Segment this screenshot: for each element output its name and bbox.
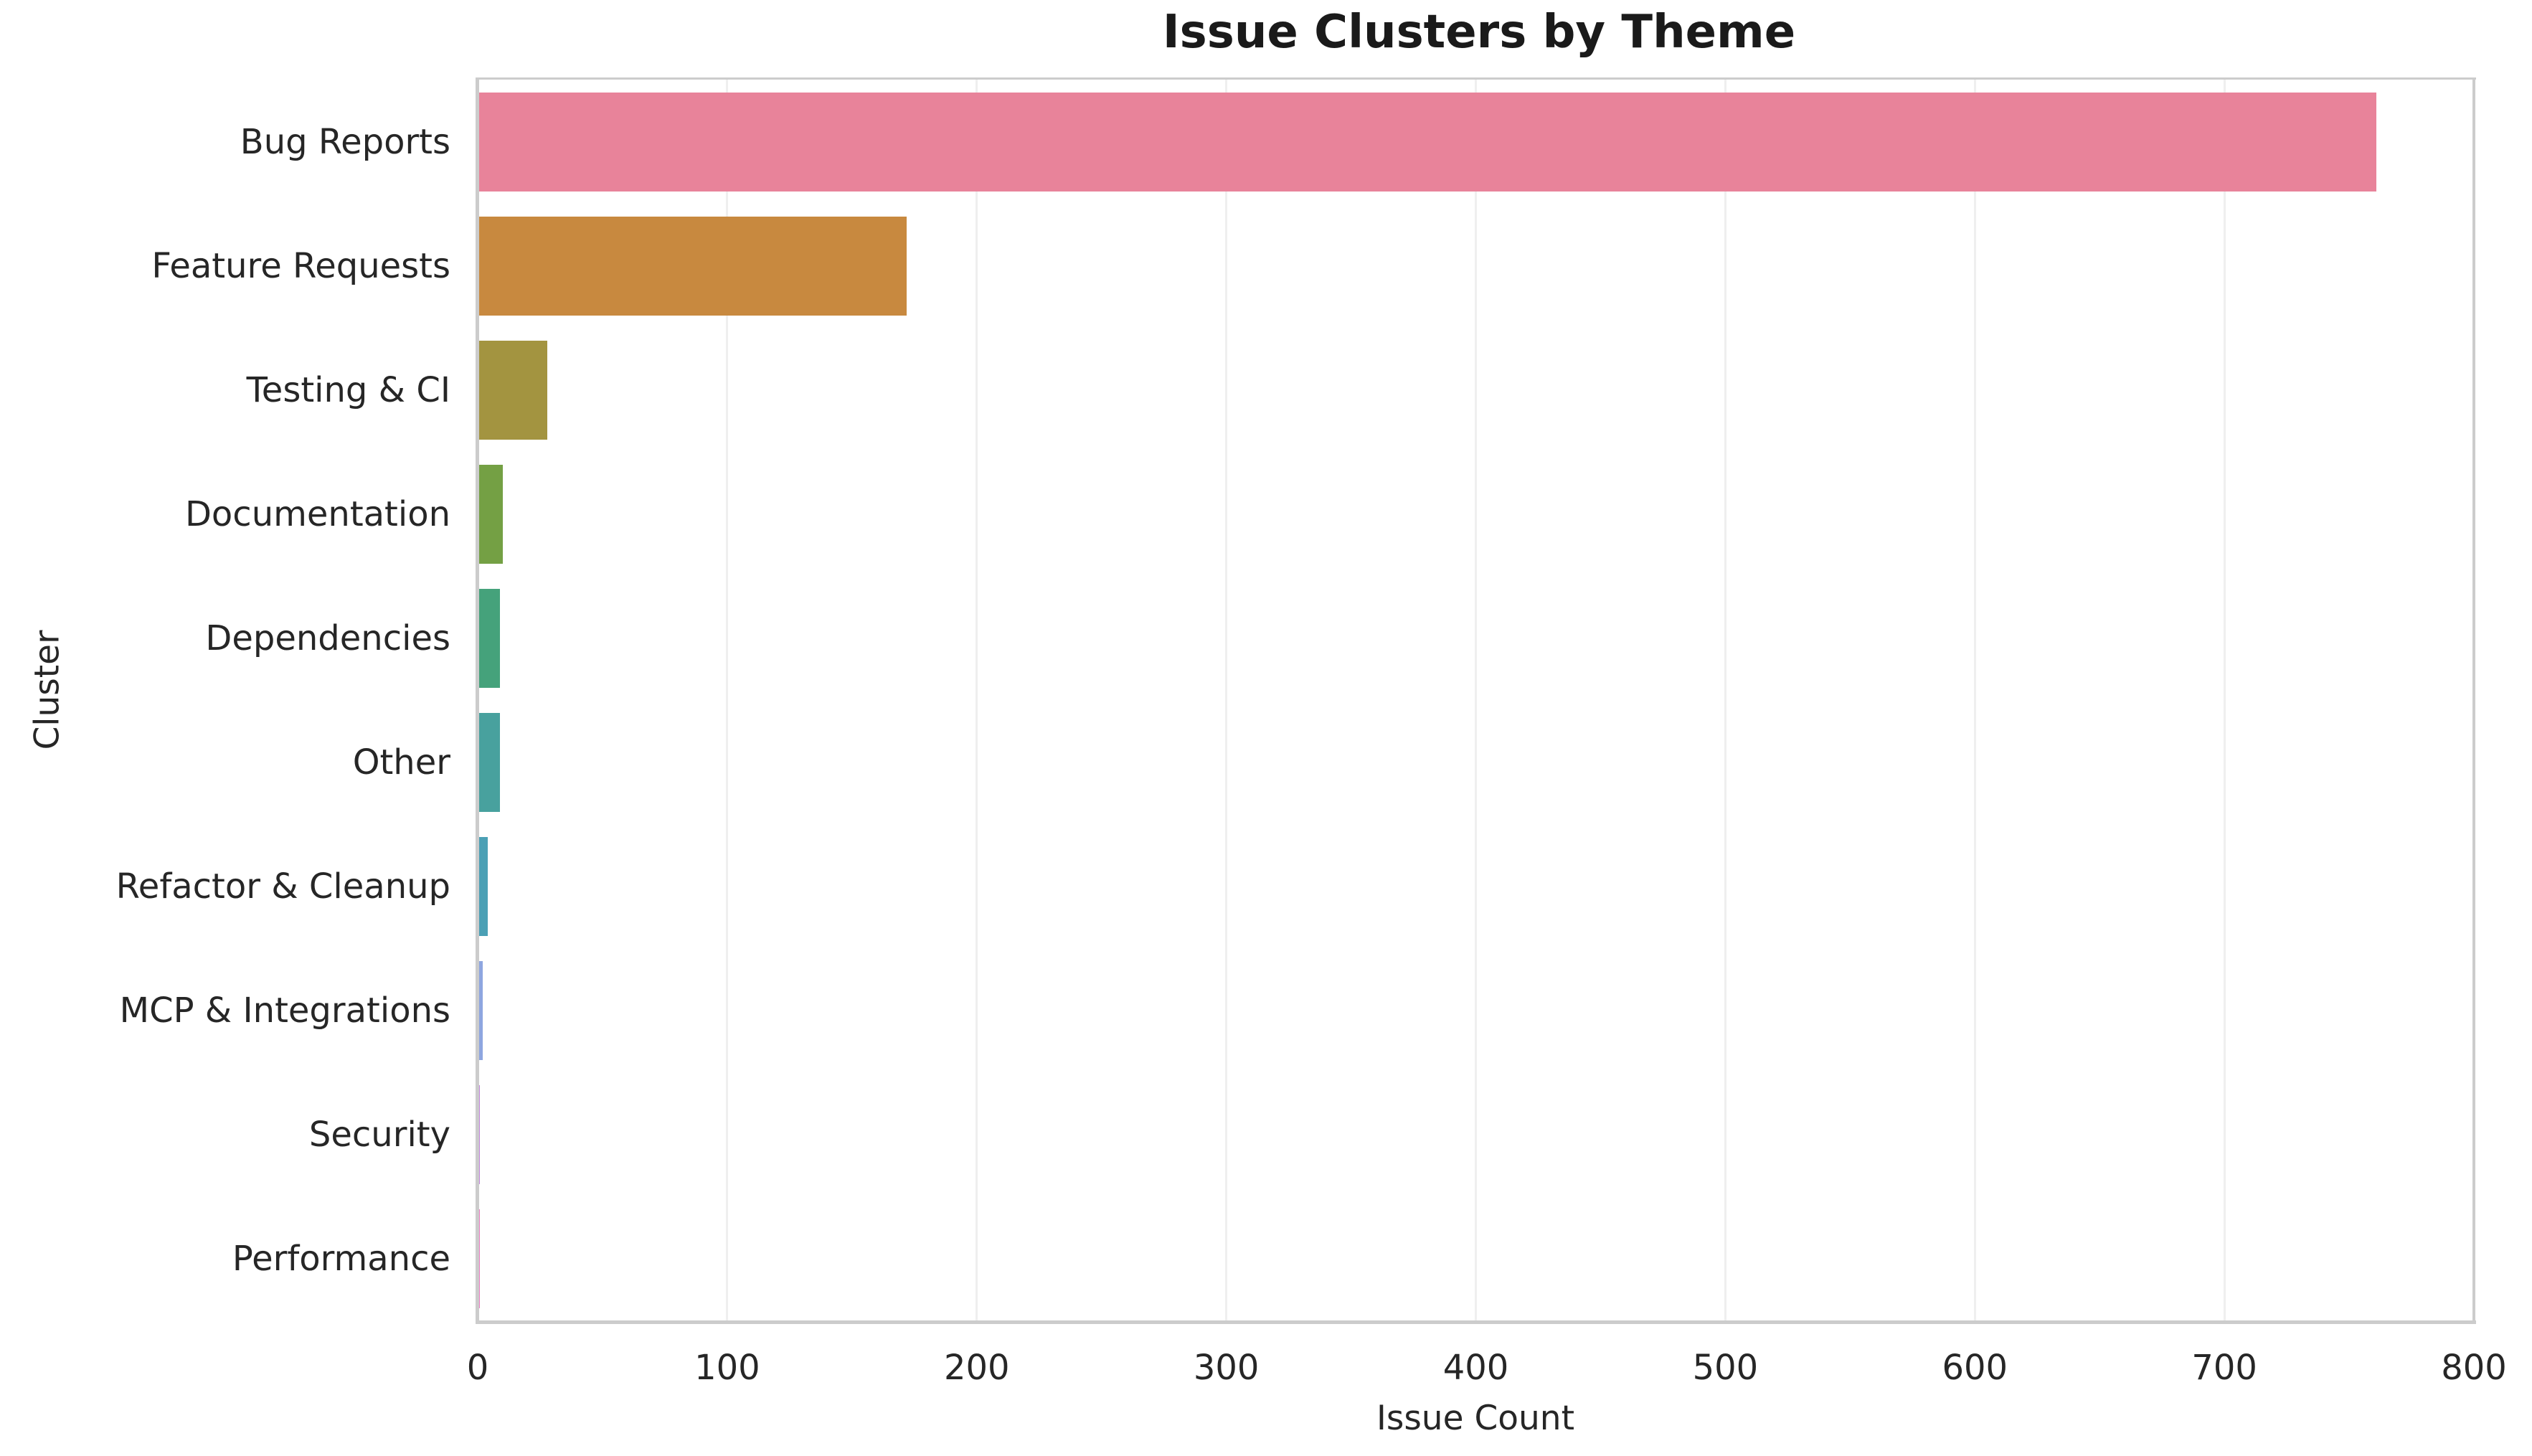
y-tick-label: Security (308, 1114, 450, 1155)
bar-documentation (478, 464, 503, 564)
x-tick-label: 300 (1193, 1348, 1260, 1388)
y-tick-label: Testing & CI (246, 369, 450, 410)
gridline (1475, 80, 1477, 1320)
x-axis-label: Issue Count (1376, 1399, 1575, 1438)
y-tick-label: Performance (232, 1238, 450, 1279)
left-spine (476, 77, 479, 1324)
bar-bug-reports (478, 92, 2377, 192)
y-tick-label: Refactor & Cleanup (115, 866, 450, 907)
y-tick-label: Dependencies (205, 618, 450, 658)
y-tick-label: Other (352, 742, 450, 783)
gridline (1225, 80, 1228, 1320)
x-tick-label: 800 (2441, 1348, 2507, 1388)
bar-feature-requests (478, 216, 907, 316)
gridline (726, 80, 729, 1320)
y-tick-label: Documentation (184, 493, 450, 534)
x-tick-label: 100 (694, 1348, 760, 1388)
chart-title: Issue Clusters by Theme (1162, 6, 1796, 59)
y-tick-label: Bug Reports (240, 121, 450, 162)
y-tick-label: MCP & Integrations (119, 990, 450, 1031)
x-tick-label: 700 (2191, 1348, 2257, 1388)
y-tick-label: Feature Requests (151, 245, 450, 286)
gridline (1973, 80, 1976, 1320)
gridline (976, 80, 978, 1320)
bar-mcp-integrations (478, 960, 483, 1060)
bar-refactor-cleanup (478, 836, 488, 936)
gridline (2223, 80, 2226, 1320)
top-spine (476, 77, 2476, 80)
right-spine (2472, 77, 2475, 1324)
bar-testing-ci (478, 340, 548, 440)
x-tick-label: 200 (943, 1348, 1010, 1388)
x-tick-label: 0 (466, 1348, 489, 1388)
x-tick-label: 400 (1442, 1348, 1509, 1388)
x-tick-label: 500 (1692, 1348, 1759, 1388)
x-tick-label: 600 (1942, 1348, 2008, 1388)
gridline (1724, 80, 1726, 1320)
bar-other (478, 712, 501, 812)
bottom-spine (476, 1320, 2476, 1324)
bar-dependencies (478, 588, 501, 688)
